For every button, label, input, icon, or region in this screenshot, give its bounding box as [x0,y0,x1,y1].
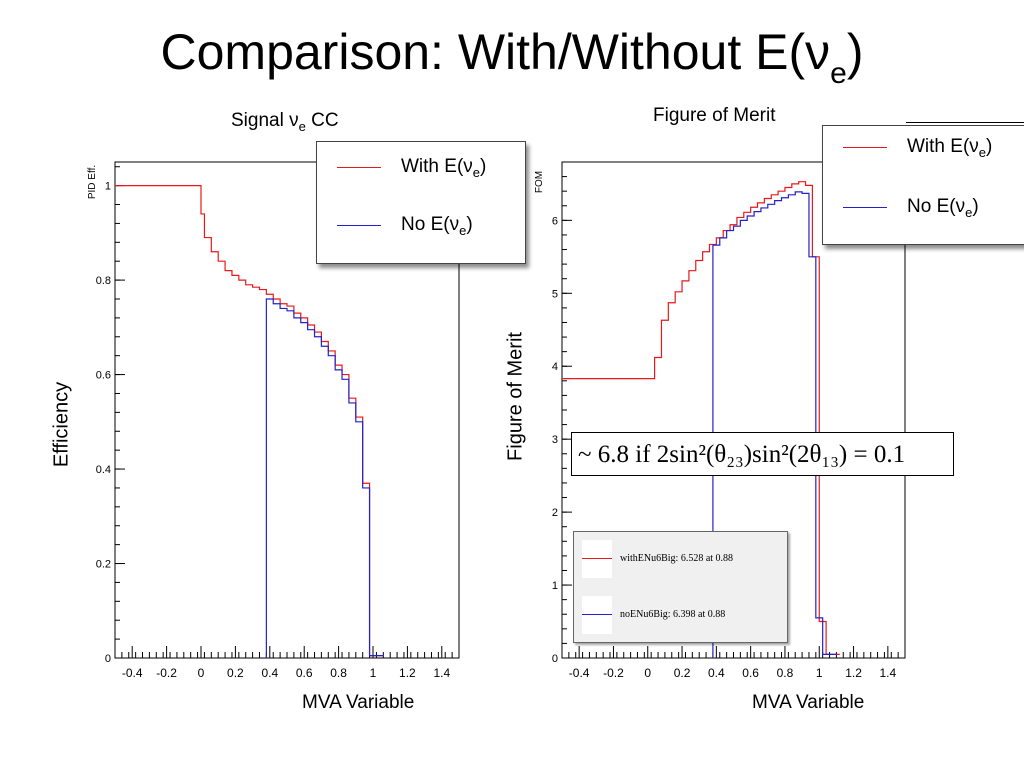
eff-x-tick-label: 1.4 [433,666,450,680]
fom-x-tick-label: 0 [644,666,651,680]
right-legend-label-with-sub: e [978,144,987,160]
legend-label-with-post: ) [480,156,487,177]
eff-x-tick-label: 1 [370,666,377,680]
fom-x-tick-label: -0.2 [603,666,624,680]
fom-y-tick-label: 1 [552,580,558,592]
stats-text-no: noENu6Big: 6.398 at 0.88 [620,609,726,620]
eff-y-tick-label: 0.2 [96,559,111,571]
eff-x-tick-label: 1.2 [399,666,416,680]
fom-y-tick-label: 2 [552,507,558,519]
eff-y-tick-label: 0.6 [96,370,111,382]
fom-x-tick-label: 0.2 [674,666,691,680]
right-legend-item-with: With E(ν e) [843,136,993,160]
right-legend-label-with-pre: With E(ν [907,136,979,157]
eff-x-tick-label: 0.4 [261,666,278,680]
stats-row-with: withENu6Big: 6.528 at 0.88 [582,553,733,564]
legend-label-no-post: ) [466,214,473,235]
fom-x-tick-label: 0.8 [777,666,794,680]
eff-x-tick-label: -0.4 [122,666,143,680]
stats-line-with [582,558,612,559]
fom-x-tick-label: 0.4 [708,666,725,680]
legend-line-with [337,166,381,168]
right-legend-line-with [843,146,887,148]
eff-y-axis-label: PID Eff. [87,165,98,199]
eff-x-tick-label: -0.2 [156,666,177,680]
left-legend: With E(ν e) No E(ν e) [316,141,526,264]
legend-label-with-pre: With E(ν [401,156,473,177]
eff-x-tick-label: 0.6 [296,666,313,680]
left-caption-pre: Signal ν [231,110,299,131]
title-main: Comparison: With/Without E(ν [160,24,831,80]
fom-stats-box: withENu6Big: 6.528 at 0.88 noENu6Big: 6.… [573,531,788,643]
right-x-axis-title: MVA Variable [752,692,865,713]
stats-line-no [582,614,612,615]
eff-series-with [115,185,384,657]
title-close: ) [846,24,864,80]
right-legend-top-rule [906,122,1024,123]
stats-white-patch-2 [582,596,612,634]
eff-series-no [265,298,384,658]
eff-x-tick-label: 0.8 [330,666,347,680]
slide-title: Comparison: With/Without E(νe) [0,22,1024,90]
right-legend-label-with-post: ) [986,136,993,157]
fom-formula-box: ~ 6.8 if 2sin²(θ₂₃)sin²(2θ₁₃) = 0.1 [571,432,954,476]
stats-row-no: noENu6Big: 6.398 at 0.88 [582,609,725,620]
right-legend: With E(ν e) No E(ν e) [822,125,1024,245]
fom-x-tick-label: 1.2 [845,666,862,680]
legend-label-no-sub: e [459,222,467,238]
left-x-axis-title: MVA Variable [302,692,415,713]
fom-x-tick-label: 0.6 [742,666,759,680]
right-chart-caption: Figure of Merit [653,105,776,126]
fom-x-tick-label: -0.4 [569,666,590,680]
fom-y-tick-label: 0 [552,653,558,665]
fom-y-tick-label: 4 [552,361,558,373]
stats-text-with: withENu6Big: 6.528 at 0.88 [620,553,734,564]
eff-y-tick-label: 0.8 [96,275,111,287]
left-chart-caption: Signal νe CC [231,110,339,134]
eff-x-tick-label: 0.2 [227,666,244,680]
fom-y-axis-label: FOM [534,171,545,193]
title-subscript: e [830,57,847,90]
fom-series-with [562,181,840,655]
right-legend-label-no-sub: e [965,204,973,220]
fom-y-tick-label: 5 [552,288,558,300]
right-legend-line-no [843,206,887,208]
eff-x-tick-label: 0 [198,666,205,680]
right-legend-item-no: No E(ν e) [843,196,979,220]
legend-label-no-pre: No E(ν [401,214,460,235]
fom-x-tick-label: 1 [816,666,823,680]
eff-y-tick-label: 0.4 [96,464,111,476]
right-legend-label-no-pre: No E(ν [907,196,966,217]
left-caption-post: CC [305,110,339,131]
legend-item-with: With E(ν e) [337,156,487,180]
left-caption-sub: e [298,119,306,134]
eff-y-tick-label: 1 [105,181,111,193]
legend-item-no: No E(ν e) [337,214,473,238]
right-legend-label-no-post: ) [972,196,979,217]
fom-y-tick-label: 3 [552,434,558,446]
stats-white-patch-1 [582,540,612,578]
fom-x-tick-label: 1.4 [880,666,897,680]
eff-y-tick-label: 0 [105,653,111,665]
legend-label-with-sub: e [472,164,481,180]
fom-series-no [712,191,837,658]
legend-line-no [337,224,381,226]
fom-y-tick-label: 6 [552,215,558,227]
